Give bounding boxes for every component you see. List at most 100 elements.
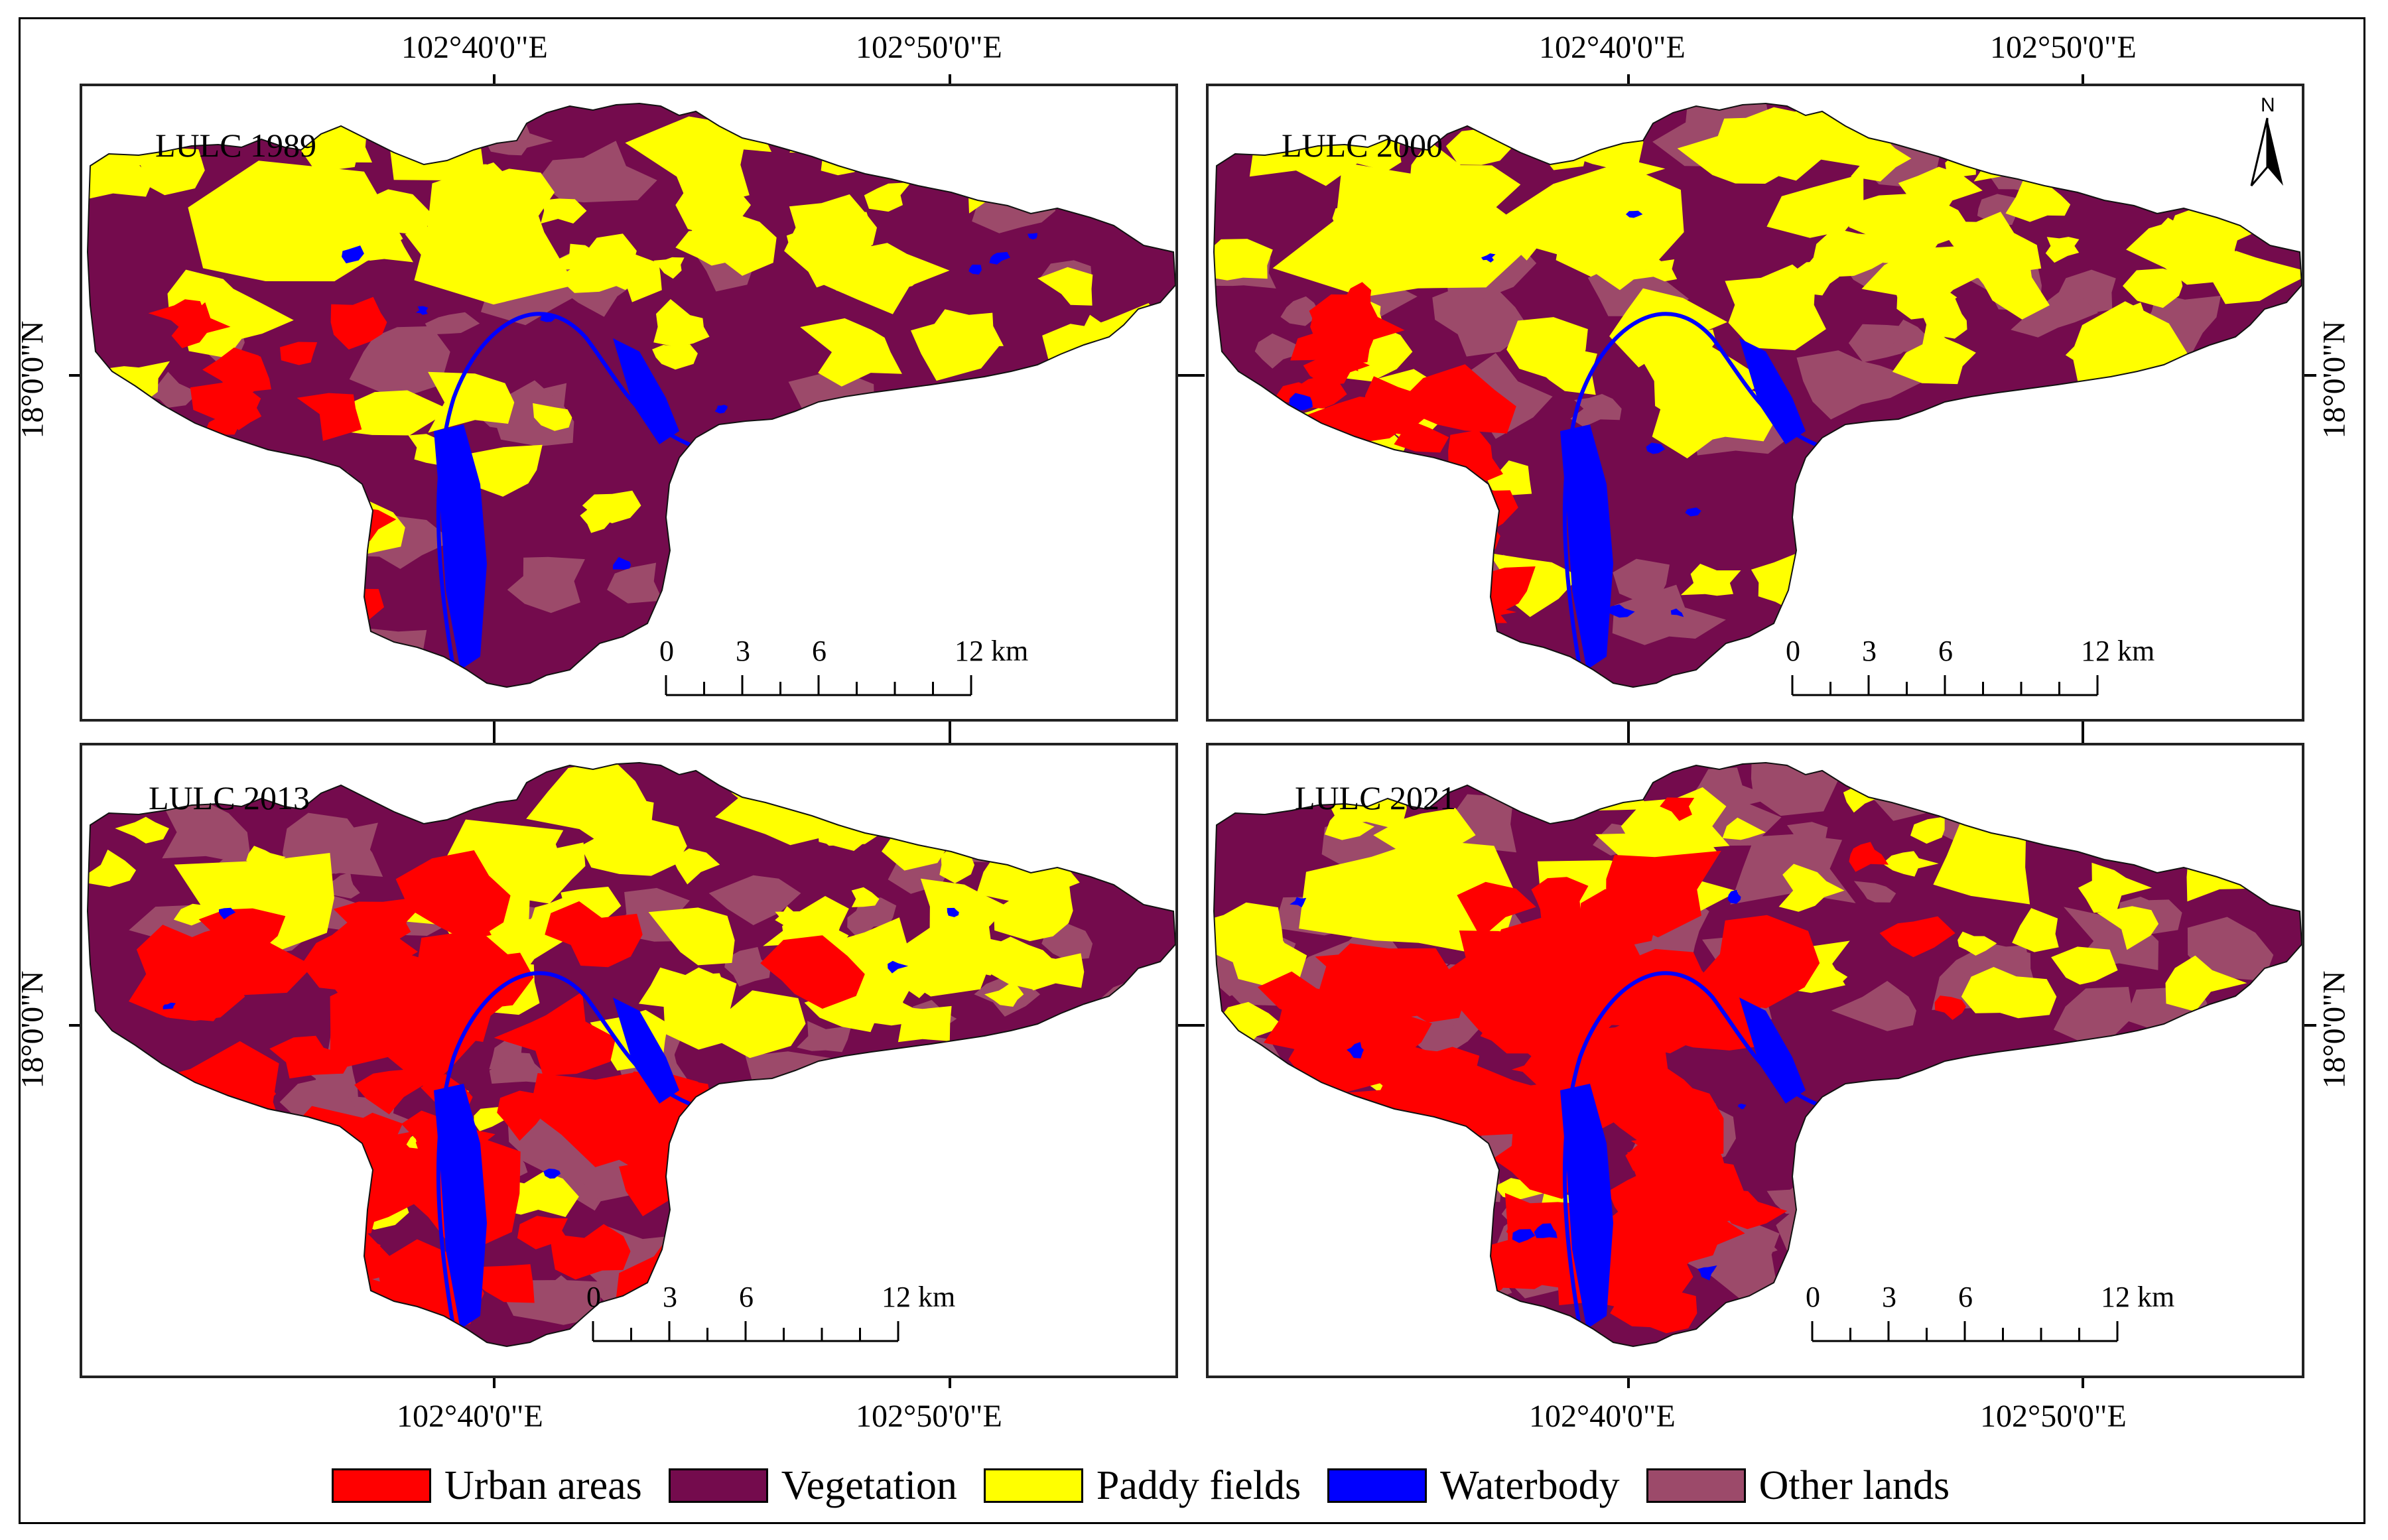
waterbody-patch [163,1002,176,1009]
waterbody-patch [540,314,556,322]
paddy-field-patch [115,816,169,844]
paddy-field-patch [1272,162,1539,297]
waterbody-patch [1028,233,1037,240]
paddy-field-patch [1717,107,1804,168]
paddy-field-patch [1957,931,1997,956]
waterbody-patch [811,1177,822,1186]
other-lands-patch [1432,283,1524,357]
paddy-field-patch [1778,864,1845,912]
paddy-field-patch [2051,946,2118,985]
urban-area-patch [1319,1232,1360,1263]
urban-area-patch [160,499,203,521]
paddy-field-patch [2110,103,2196,162]
urban-area-patch [115,548,216,613]
waterbody-patch [217,1210,234,1225]
legend-label: Other lands [1758,1462,1950,1508]
scale-bar-label: 12 km [2101,1281,2174,1313]
waterbody-patch [1044,1031,1057,1041]
panel-title: LULC 2013 [149,779,310,816]
urban-area-patch [438,942,474,957]
paddy-field-patch [1399,1175,1456,1206]
lon-label-bottom-left-2: 102°50'0"E [856,1399,1002,1434]
waterbody-patch [1368,1115,1399,1132]
paddy-field-patch [2165,955,2247,1012]
legend: Urban areas Vegetation Paddy fields Wate… [332,1462,1976,1509]
paddy-field-patch [1722,817,1766,840]
scale-bar-label: 12 km [955,635,1028,667]
paddy-field-patch [2110,130,2151,155]
scale-bar-label: 12 km [882,1281,955,1313]
paddy-field-patch [1345,136,1402,171]
waterbody-patch [1739,997,1806,1104]
paddy-field-patch [821,206,866,237]
waterbody-patch [1737,1104,1747,1110]
urban-area-patch [1668,1228,1703,1265]
other-lands-patch [109,454,198,528]
map-canvas: 0 3 6 12 km [86,761,1175,1348]
paddy-field-patch [1633,252,1678,282]
legend-item-waterbody: Waterbody [1327,1462,1620,1509]
tick [1178,374,1205,377]
other-lands-patch [1853,881,1896,903]
map-panel-2000: 0 3 6 12 km N LULC 2000 [1206,84,2304,722]
other-lands-patch [2217,1216,2278,1242]
urban-area-patch [1914,1068,1986,1129]
urban-area-patch [301,912,418,992]
paddy-field-patch [1892,322,1976,385]
urban-area-patch [1879,916,1956,958]
scale-bar-label: 0 [586,1281,601,1313]
paddy-field-patch [2121,302,2154,340]
other-lands-patch [808,1125,885,1182]
urban-area-patch [689,1159,767,1198]
paddy-field-patch [966,938,1016,976]
paddy-field-patch [1609,288,1728,367]
waterbody-patch [1670,608,1684,617]
paddy-field-patch [1882,851,1939,877]
urban-area-patch [1337,282,1372,310]
other-lands-patch [1505,765,1560,802]
other-lands-patch [996,424,1060,482]
paddy-field-patch [1961,967,2057,1019]
paddy-field-patch [1766,173,1864,238]
lon-label-top-right-1: 102°40'0"E [1539,30,1686,65]
urban-area-patch [1660,797,1695,821]
tick [949,74,951,86]
paddy-field-patch [2203,339,2302,405]
waterbody-patch [1895,590,1908,598]
urban-area-patch [168,434,243,485]
paddy-field-patch [1527,346,1597,395]
legend-label: Waterbody [1440,1462,1620,1508]
other-lands-patch [798,1125,846,1163]
land-cover-patches [88,763,1175,1346]
other-lands-patch [1429,1161,1502,1204]
urban-area-patch [760,935,865,1009]
other-lands-patch [1959,1213,2071,1269]
other-lands-patch [2059,1181,2163,1255]
waterbody-patch [1290,897,1307,908]
urban-area-patch [1702,915,1820,1009]
lat-label-left-bottom: 18°0'0"N [15,970,50,1089]
lon-label-bottom-left-1: 102°40'0"E [397,1399,543,1434]
urban-area-patch [1849,842,1889,872]
paddy-field-patch [994,863,1073,942]
urban-area-patch [550,1086,626,1118]
other-lands-patch [970,1163,1010,1202]
paddy-field-patch [1299,839,1518,958]
map-canvas: 0 3 6 12 km [86,102,1175,696]
paddy-field-patch [832,245,930,298]
tick [2304,1024,2316,1027]
paddy-field-patch [1968,240,2050,320]
other-lands-patch [1337,1170,1423,1222]
scale-bar: 0 3 6 12 km [586,1281,955,1342]
other-lands-patch [847,897,897,940]
other-lands-patch [295,569,335,590]
waterbody-patch [1337,1130,1348,1137]
paddy-field-patch [88,411,134,434]
other-lands-patch [892,539,937,570]
urban-area-patch [1352,1140,1492,1228]
other-lands-patch [1280,296,1319,326]
paddy-field-patch [1921,298,1967,339]
paddy-field-patch [1973,132,2043,182]
urban-area-patch [1306,397,1424,443]
paddy-field-patch [690,214,777,276]
